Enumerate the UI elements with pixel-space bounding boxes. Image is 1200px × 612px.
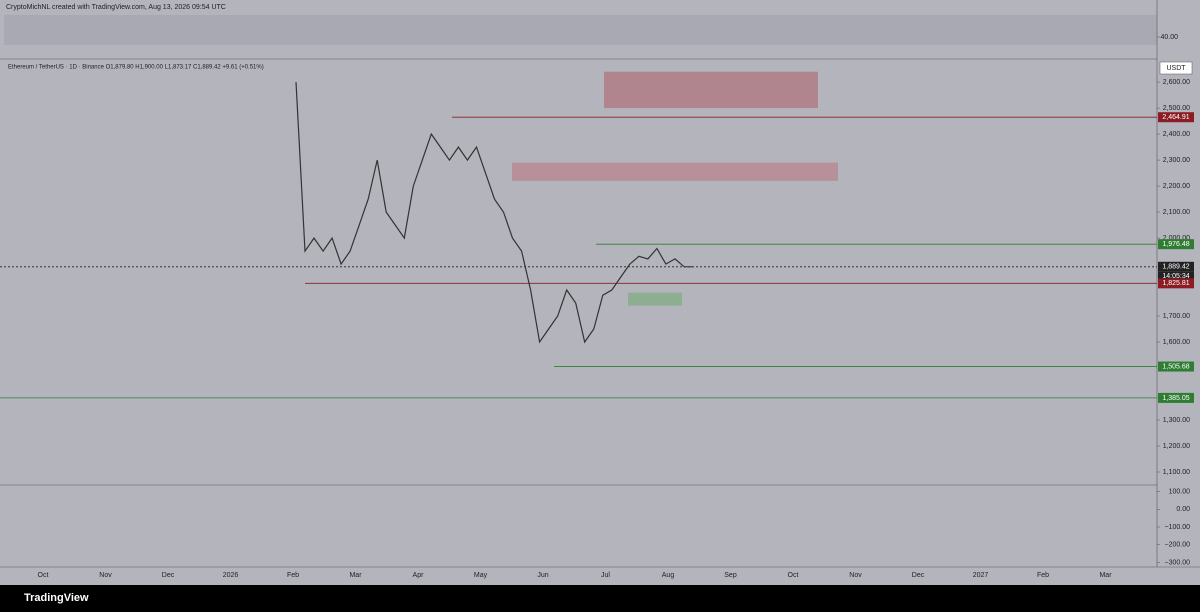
x-tick-label: Aug [662, 572, 675, 579]
x-tick-label: Mar [349, 572, 362, 579]
y-tick-label: 2,000.00 [1163, 235, 1190, 242]
x-tick-label: 2027 [973, 572, 989, 579]
symbol-line: Ethereum / TetherUS · 1D · Binance O1,87… [8, 65, 264, 71]
currency-button[interactable] [1159, 61, 1193, 75]
y-tick-label: 2,600.00 [1163, 79, 1190, 86]
x-tick-label: Jun [537, 572, 548, 579]
y-tick-label: 2,400.00 [1163, 131, 1190, 138]
price-tag-label: 1,976.48 [1162, 241, 1189, 248]
price-tag [1158, 278, 1194, 289]
brand: TradingView [24, 592, 89, 604]
x-tick-label: Nov [99, 572, 112, 579]
zone [512, 162, 838, 181]
footer-bar [0, 585, 1200, 612]
price-tag-label: 1,505.68 [1162, 363, 1189, 370]
zone [604, 71, 818, 109]
price-tag-label: 1,889.42 [1162, 264, 1189, 271]
price-tag [1158, 112, 1194, 123]
y-tick-label: 2,500.00 [1163, 105, 1190, 112]
x-tick-label: Mar [1099, 572, 1112, 579]
y-tick-label: 2,300.00 [1163, 157, 1190, 164]
macd-tick-label: −200.00 [1165, 542, 1191, 549]
x-tick-label: Oct [788, 572, 799, 579]
price-tag [1158, 361, 1194, 372]
rsi-tick-label: 40.00 [1160, 34, 1178, 41]
macd-tick-label: 100.00 [1169, 488, 1191, 495]
rsi-band [4, 15, 1157, 45]
x-tick-label: Feb [287, 572, 299, 579]
currency[interactable]: USDT [1166, 65, 1186, 72]
macd-tick-label: −100.00 [1165, 524, 1191, 531]
y-tick-label: 1,100.00 [1163, 469, 1190, 476]
countdown: 14:05:34 [1162, 273, 1189, 280]
x-tick-label: Feb [1037, 572, 1049, 579]
credit: CryptoMichNL created with TradingView.co… [6, 4, 226, 11]
x-tick-label: Dec [912, 572, 925, 579]
y-tick-label: 1,200.00 [1163, 443, 1190, 450]
x-tick-label: May [474, 572, 488, 579]
countdown-tag [1158, 271, 1194, 281]
x-tick-label: Jul [601, 572, 610, 579]
x-tick-label: 2026 [223, 572, 239, 579]
x-tick-label: Nov [849, 572, 862, 579]
y-tick-label: 2,100.00 [1163, 209, 1190, 216]
price-tag-label: 2,464.91 [1162, 114, 1189, 121]
macd-tick-label: −300.00 [1165, 559, 1191, 566]
y-tick-label: 1,300.00 [1163, 417, 1190, 424]
y-tick-label: 1,600.00 [1163, 339, 1190, 346]
x-tick-label: Apr [413, 572, 425, 579]
y-tick-label: 2,200.00 [1163, 183, 1190, 190]
price-tag [1158, 261, 1194, 272]
y-tick-label: 1,700.00 [1163, 313, 1190, 320]
x-tick-label: Oct [38, 572, 49, 579]
price-tag-label: 1,825.81 [1162, 280, 1189, 287]
zone [628, 292, 682, 306]
x-tick-label: Dec [162, 572, 175, 579]
price-tag-label: 1,385.05 [1162, 395, 1189, 402]
price-line [295, 82, 694, 344]
macd-tick-label: 0.00 [1176, 506, 1190, 513]
price-tag [1158, 239, 1194, 250]
x-tick-label: Sep [724, 572, 737, 579]
price-tag [1158, 392, 1194, 403]
